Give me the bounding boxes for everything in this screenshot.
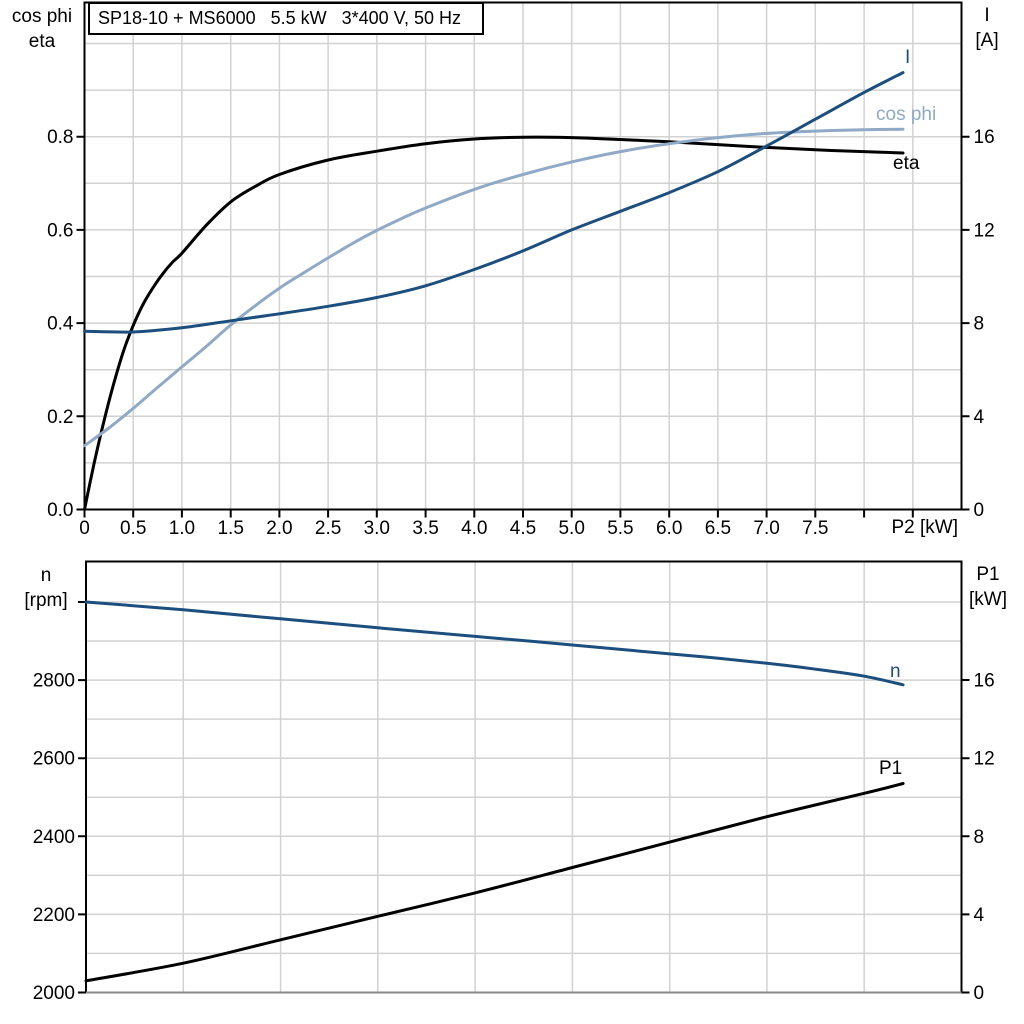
- curve-label-speed: n: [890, 661, 901, 682]
- svg-text:5.0: 5.0: [558, 518, 584, 539]
- svg-text:16: 16: [974, 671, 995, 692]
- svg-text:2000: 2000: [33, 983, 75, 1004]
- svg-text:2.5: 2.5: [315, 518, 341, 539]
- svg-text:2.0: 2.0: [266, 518, 292, 539]
- svg-text:2200: 2200: [33, 905, 75, 926]
- p1-axis-label: P1: [976, 564, 1000, 585]
- svg-text:7.0: 7.0: [753, 518, 779, 539]
- current-axis-label: I: [984, 5, 990, 26]
- chart-title-box: SP18-10 + MS6000 5.5 kW 3*400 V, 50 Hz: [88, 2, 484, 35]
- bottom-chart-tick-labels: 2000 2200 2400 2600 2800 0 4 8 12 16: [33, 671, 995, 1005]
- svg-text:6.5: 6.5: [705, 518, 731, 539]
- bottom-chart: 2000 2200 2400 2600 2800 0 4 8 12 16: [33, 560, 995, 1005]
- speed-axis-unit: [rpm]: [24, 590, 68, 611]
- svg-text:3.5: 3.5: [412, 518, 438, 539]
- svg-text:0: 0: [79, 518, 90, 539]
- svg-text:0.8: 0.8: [47, 127, 73, 148]
- top-chart-tick-labels: 0 0.5 1.0 1.5 2.0 2.5 3.0 3.5 4.0 4.5 5.0 5.5 6.0 6.5…: [47, 127, 995, 539]
- svg-text:4: 4: [974, 407, 985, 428]
- current-axis-unit: [A]: [975, 30, 999, 51]
- chart-title: SP18-10 + MS6000 5.5 kW 3*400 V, 50 Hz: [98, 8, 462, 28]
- p1-axis-unit: [kW]: [969, 589, 1007, 610]
- svg-text:6.0: 6.0: [656, 518, 682, 539]
- top-left-axis-title: cos phi eta: [0, 4, 84, 54]
- x-axis-label-p2: P2 [kW]: [891, 517, 958, 538]
- svg-text:8: 8: [974, 314, 985, 335]
- svg-text:0.6: 0.6: [47, 220, 73, 241]
- curve-label-p1: P1: [879, 758, 903, 779]
- svg-text:4: 4: [974, 905, 985, 926]
- svg-text:0: 0: [974, 500, 985, 521]
- svg-text:5.5: 5.5: [607, 518, 633, 539]
- svg-text:1.5: 1.5: [217, 518, 243, 539]
- eta-axis-label: eta: [28, 31, 56, 52]
- svg-text:8: 8: [974, 827, 985, 848]
- svg-text:4.0: 4.0: [461, 518, 487, 539]
- svg-text:0.5: 0.5: [120, 518, 146, 539]
- bottom-chart-curves: [84, 600, 905, 983]
- curve-label-current: I: [905, 47, 911, 68]
- top-right-axis-title: I [A]: [960, 3, 1014, 53]
- svg-text:12: 12: [974, 220, 995, 241]
- svg-text:7.5: 7.5: [802, 518, 828, 539]
- svg-text:4.5: 4.5: [510, 518, 536, 539]
- svg-text:16: 16: [974, 127, 995, 148]
- bottom-chart-gridlines: [86, 561, 962, 993]
- speed-axis-label: n: [40, 565, 52, 586]
- svg-text:2800: 2800: [33, 671, 75, 692]
- svg-text:0.0: 0.0: [47, 500, 73, 521]
- bottom-left-axis-title: n [rpm]: [14, 563, 78, 613]
- curve-label-cos-phi: cos phi: [876, 104, 937, 125]
- curve-label-eta: eta: [893, 153, 920, 174]
- svg-text:12: 12: [974, 749, 995, 770]
- top-chart-curves: [83, 71, 905, 511]
- svg-text:0: 0: [974, 983, 985, 1004]
- bottom-right-axis-title: P1 [kW]: [960, 562, 1016, 612]
- top-chart-ticks: [76, 135, 970, 518]
- top-chart-gridlines: [84, 2, 962, 510]
- bottom-chart-ticks: [78, 601, 970, 994]
- svg-text:0.4: 0.4: [47, 314, 74, 335]
- svg-text:1.0: 1.0: [169, 518, 195, 539]
- svg-text:3.0: 3.0: [364, 518, 390, 539]
- svg-text:0.2: 0.2: [47, 407, 73, 428]
- svg-text:2600: 2600: [33, 749, 75, 770]
- cos-phi-axis-label: cos phi: [11, 6, 73, 27]
- top-chart: 0 0.5 1.0 1.5 2.0 2.5 3.0 3.5 4.0 4.5 5.0 5.5 6.0 6.5…: [47, 1, 995, 539]
- svg-text:2400: 2400: [33, 827, 75, 848]
